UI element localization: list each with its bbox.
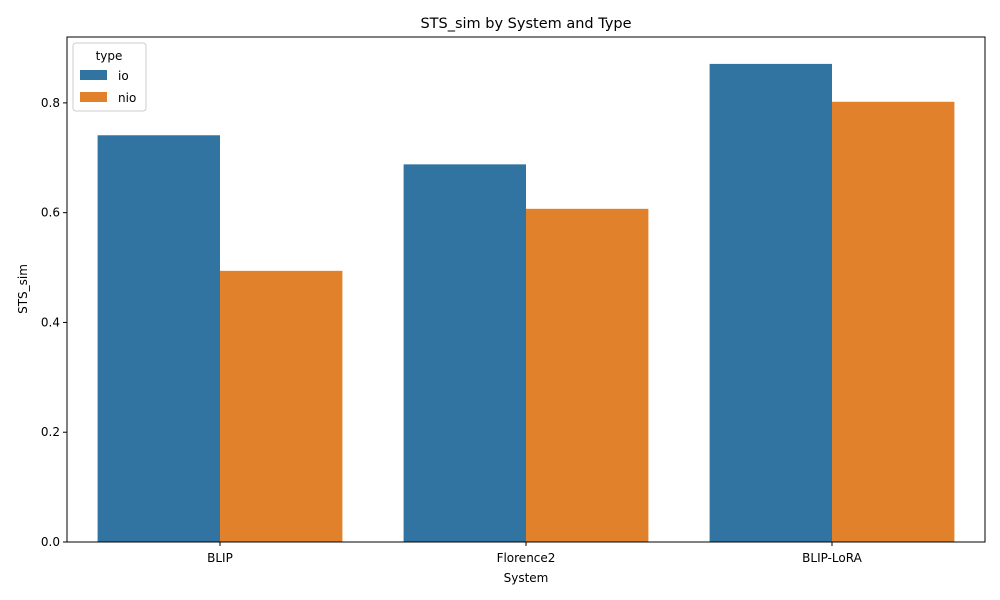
legend-swatch-io xyxy=(80,70,107,80)
legend-label-io: io xyxy=(118,69,129,83)
x-axis-label: System xyxy=(504,571,549,585)
legend-title: type xyxy=(96,49,123,63)
y-tick-label: 0.4 xyxy=(41,315,60,329)
y-tick-label: 0.8 xyxy=(41,96,60,110)
x-tick-label: BLIP xyxy=(207,551,233,565)
x-tick-label: Florence2 xyxy=(497,551,556,565)
y-tick-label: 0.0 xyxy=(41,535,60,549)
bar-nio-florence2 xyxy=(526,208,649,542)
chart-title: STS_sim by System and Type xyxy=(420,16,631,32)
legend: type io nio xyxy=(72,42,147,112)
bar-io-florence2 xyxy=(403,164,526,542)
y-axis-label: STS_sim xyxy=(16,264,30,314)
bar-nio-blip xyxy=(220,270,343,542)
bar-nio-blip-lora xyxy=(832,101,955,543)
bars-group xyxy=(97,63,955,543)
legend-label-nio: nio xyxy=(118,91,136,105)
bar-io-blip xyxy=(97,135,220,542)
bar-io-blip-lora xyxy=(709,63,832,543)
x-tick-label: BLIP-LoRA xyxy=(802,551,862,565)
x-axis: BLIP Florence2 BLIP-LoRA xyxy=(207,542,863,565)
y-tick-label: 0.2 xyxy=(41,425,60,439)
y-tick-label: 0.6 xyxy=(41,206,60,220)
y-axis: 0.0 0.2 0.4 0.6 0.8 xyxy=(41,96,67,549)
legend-swatch-nio xyxy=(80,92,107,102)
